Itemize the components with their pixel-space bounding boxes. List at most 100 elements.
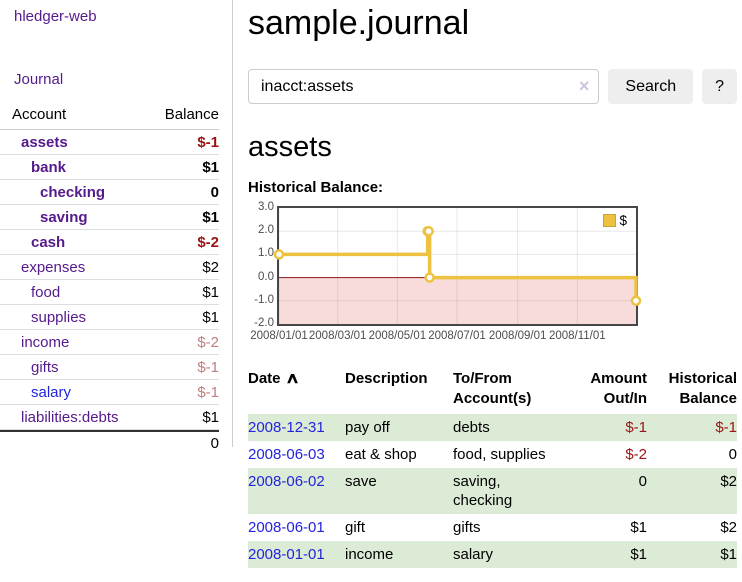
account-balance: $-1 [197,383,219,401]
transaction-description: save [345,473,377,490]
account-balance: $2 [202,258,219,276]
accounts-total-balance: 0 [210,435,219,452]
legend-swatch [603,214,617,227]
search-input[interactable] [248,69,600,104]
transaction-accounts: saving, checking [453,473,513,509]
transaction-accounts: gifts [453,519,481,536]
y-tick-label: 1.0 [258,247,274,260]
account-row: income $-2 [0,330,219,355]
brand-link[interactable]: hledger-web [14,8,97,25]
transaction-row: 2008-06-01 gift gifts $1 $2 [248,514,737,541]
transaction-row: 2008-12-31 pay off debts $-1 $-1 [248,414,737,441]
historical-balance-chart: 3.0 2.0 1.0 0.0 -1.0 -2.0 $ 2008/01/01 2008/03… [248,201,737,346]
help-button[interactable]: ? [702,69,737,104]
x-tick-label: 2008/09/01 [488,330,547,342]
transaction-date-link[interactable]: 2008-06-03 [248,446,325,463]
sidebar-account-liabilities-debts[interactable]: liabilities:debts [21,408,119,426]
transaction-balance: $-1 [715,419,737,436]
main-content: sample.journal × Search ? assets Histori… [234,0,742,582]
transaction-balance: $2 [720,519,737,536]
data-point-marker [630,295,642,307]
account-balance: $-2 [197,233,219,251]
sidebar-account-expenses[interactable]: expenses [21,258,86,276]
transaction-date-link[interactable]: 2008-01-01 [248,546,325,563]
y-tick-label: 3.0 [258,201,274,213]
accounts-table: Account Balance assets $-1 bank $1 check… [0,106,219,455]
sort-ascending-icon: ∧ [284,370,300,387]
transaction-accounts: food, supplies [453,446,546,463]
clear-search-icon[interactable]: × [578,76,590,96]
transaction-description: gift [345,519,366,536]
x-tick-label: 2008/05/01 [368,330,427,342]
description-column-header: Description [345,370,428,387]
sidebar-account-cash[interactable]: cash [31,233,66,251]
search-button[interactable]: Search [608,69,694,104]
transaction-date-link[interactable]: 2008-06-01 [248,519,325,536]
search-form: × Search ? [248,69,737,104]
chart-legend: $ [603,213,627,228]
transaction-amount: 0 [638,473,647,490]
x-tick-label: 2008/03/01 [308,330,367,342]
accounts-column-header: To/From Account(s) [453,370,532,407]
transaction-date-link[interactable]: 2008-06-02 [248,473,325,490]
page-title: sample.journal [248,4,470,42]
transaction-accounts: salary [453,546,494,563]
account-balance: $-1 [197,358,219,376]
sidebar-account-salary[interactable]: salary [31,383,72,401]
x-tick-label: 2008/07/01 [428,330,486,342]
account-row: salary $-1 [0,380,219,405]
legend-label: $ [619,213,627,228]
y-tick-label: 0.0 [258,270,274,283]
account-row: food $1 [0,280,219,305]
y-tick-label: -2.0 [254,317,274,329]
transaction-amount: $1 [630,546,647,563]
sidebar-account-saving[interactable]: saving [40,208,88,226]
account-column-header: Account [12,106,67,123]
transaction-balance: 0 [728,446,737,463]
negative-region [279,277,636,324]
account-balance: $1 [202,308,219,326]
sidebar-item-journal[interactable]: Journal [14,71,64,88]
data-point-marker [424,272,435,283]
transaction-row: 2008-06-03 eat & shop food, supplies $-2… [248,441,737,468]
chart-title: Historical Balance: [248,179,384,196]
transaction-description: eat & shop [345,446,417,463]
account-row: cash $-2 [0,230,219,255]
account-row: supplies $1 [0,305,219,330]
account-balance: 0 [210,183,219,201]
y-tick-label: -1.0 [254,293,274,306]
transaction-balance: $1 [720,546,737,563]
transaction-row: 2008-06-02 save saving, checking 0 $2 [248,468,737,514]
transaction-description: income [345,546,394,563]
data-point-marker [273,249,285,260]
sidebar-account-bank[interactable]: bank [31,158,67,176]
balance-column-header: Historical Balance [668,370,737,407]
sidebar-account-gifts[interactable]: gifts [31,358,59,376]
sidebar-account-checking[interactable]: checking [40,183,106,201]
account-row: expenses $2 [0,255,219,280]
transaction-description: pay off [345,419,390,436]
data-point-marker [423,225,434,237]
sidebar-account-income[interactable]: income [21,333,70,351]
x-tick-label: 2008/01/01 [250,330,308,342]
register-header-row: Date ∧ Description To/From Account(s) Amo… [248,367,737,414]
balance-column-header: Balance [164,106,219,123]
account-heading: assets [248,131,332,163]
account-row: assets $-1 [0,130,219,155]
sidebar-account-assets[interactable]: assets [21,133,68,151]
account-row: bank $1 [0,155,219,180]
transaction-amount: $-1 [625,419,647,436]
sidebar-account-food[interactable]: food [31,283,61,301]
sidebar-account-supplies[interactable]: supplies [31,308,87,326]
account-row: checking 0 [0,180,219,205]
sidebar: hledger-web Journal Account Balance asse… [0,0,233,452]
account-row: saving $1 [0,205,219,230]
account-balance: $1 [202,408,219,426]
accounts-table-header: Account Balance [0,106,219,130]
account-balance: $-2 [197,333,219,351]
transaction-date-link[interactable]: 2008-12-31 [248,419,325,436]
date-column-header[interactable]: Date ∧ [248,370,300,387]
account-row: liabilities:debts $1 [0,405,219,430]
chart-plot-area: $ [273,206,642,326]
